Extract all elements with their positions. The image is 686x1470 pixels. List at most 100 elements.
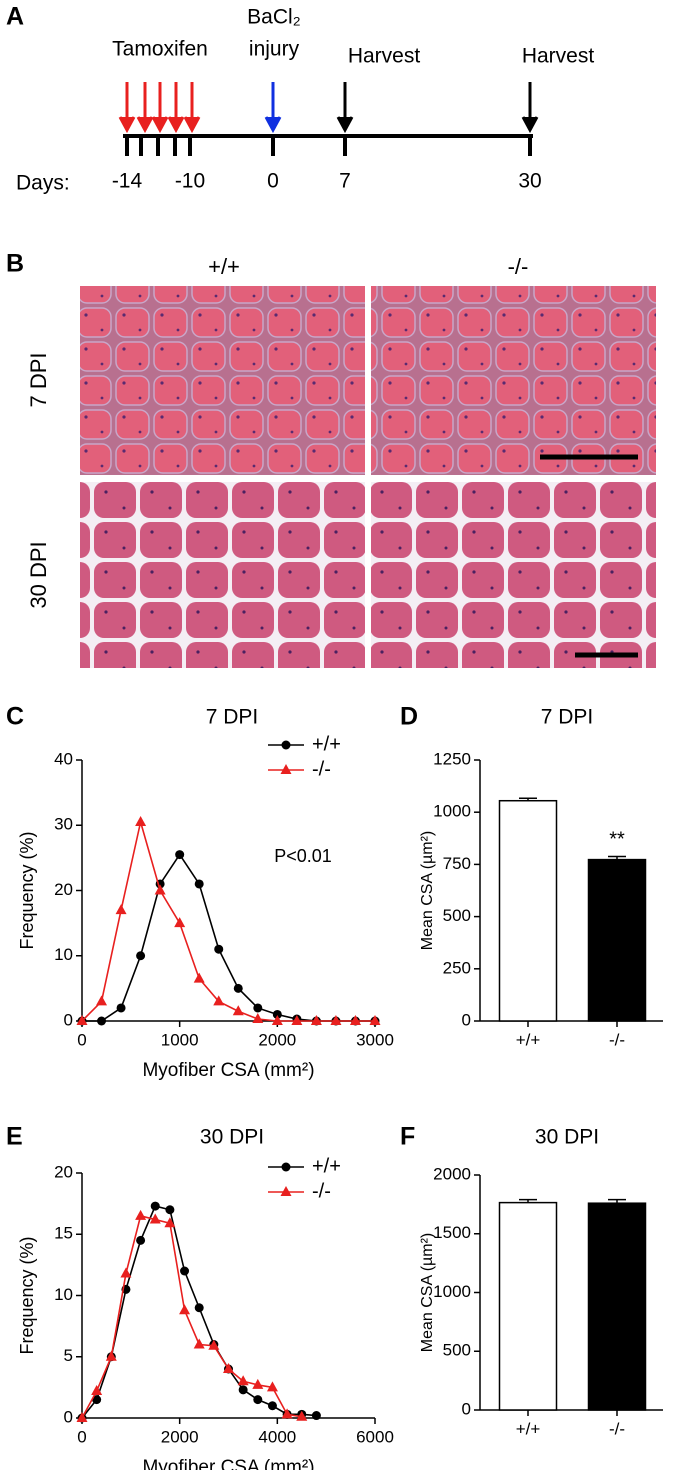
y-tick-label: 250 bbox=[443, 958, 471, 977]
y-tick-label: 0 bbox=[462, 1399, 471, 1418]
data-point bbox=[164, 1217, 176, 1228]
y-tick-label: 20 bbox=[54, 1162, 73, 1181]
data-point bbox=[135, 1209, 147, 1220]
micrograph bbox=[371, 482, 656, 668]
x-tick-label: 2000 bbox=[258, 1030, 296, 1049]
event-label: Harvest bbox=[522, 45, 595, 68]
data-point bbox=[213, 995, 225, 1006]
y-tick-label: 0 bbox=[462, 1010, 471, 1029]
data-point bbox=[116, 1003, 126, 1013]
data-point bbox=[296, 1410, 308, 1421]
event-label: Harvest bbox=[348, 45, 421, 68]
row-label: 30 DPI bbox=[26, 541, 51, 608]
event-label: BaCl₂ bbox=[247, 6, 301, 29]
data-point bbox=[233, 983, 243, 993]
data-point bbox=[311, 1411, 321, 1421]
y-tick-label: 500 bbox=[443, 1341, 471, 1360]
bar bbox=[587, 858, 647, 1022]
day-label: 7 bbox=[339, 170, 351, 193]
bar bbox=[498, 799, 558, 1022]
data-point bbox=[272, 1009, 282, 1019]
y-tick-label: 0 bbox=[64, 1407, 73, 1426]
data-point bbox=[194, 879, 204, 889]
data-point bbox=[165, 1205, 175, 1215]
x-tick-label: 0 bbox=[77, 1427, 86, 1446]
column-label: +/+ bbox=[208, 254, 240, 279]
y-axis-label: Frequency (%) bbox=[17, 1236, 37, 1354]
y-tick-label: 500 bbox=[443, 906, 471, 925]
x-tick-label: +/+ bbox=[516, 1030, 541, 1049]
data-point bbox=[330, 1015, 342, 1025]
data-point bbox=[349, 1015, 361, 1025]
x-tick-label: 2000 bbox=[161, 1427, 199, 1446]
data-point bbox=[237, 1375, 249, 1386]
x-tick-label: -/- bbox=[609, 1419, 625, 1438]
y-tick-label: 750 bbox=[443, 854, 471, 873]
data-point bbox=[120, 1267, 132, 1278]
data-point bbox=[252, 1378, 264, 1389]
data-point bbox=[193, 972, 205, 983]
chart-title: 7 DPI bbox=[541, 706, 594, 729]
x-tick-label: 0 bbox=[77, 1030, 86, 1049]
chart-title: 30 DPI bbox=[535, 1126, 599, 1149]
y-tick-label: 1000 bbox=[433, 802, 471, 821]
data-point bbox=[267, 1401, 277, 1411]
micrograph bbox=[80, 286, 365, 475]
data-point bbox=[253, 1395, 263, 1405]
annotation: ** bbox=[609, 829, 625, 851]
bar bbox=[498, 1201, 558, 1411]
data-point bbox=[174, 917, 186, 928]
series-line bbox=[82, 853, 375, 1022]
data-point bbox=[271, 1015, 283, 1025]
legend-marker bbox=[281, 1162, 291, 1172]
data-point bbox=[154, 884, 166, 895]
data-point bbox=[193, 1338, 205, 1349]
y-tick-label: 0 bbox=[64, 1010, 73, 1029]
data-point bbox=[136, 1235, 146, 1245]
day-label: 0 bbox=[267, 170, 279, 193]
day-label: 30 bbox=[518, 170, 541, 193]
data-point bbox=[369, 1015, 381, 1025]
micrograph bbox=[80, 482, 365, 668]
y-tick-label: 1500 bbox=[433, 1223, 471, 1242]
data-point bbox=[223, 1363, 234, 1373]
panel-label: B bbox=[6, 250, 24, 278]
arrows bbox=[118, 82, 539, 134]
y-tick-label: 10 bbox=[54, 1285, 73, 1304]
micrograph bbox=[371, 286, 656, 475]
histology: +/+ -/- 7 DPI 30 DPI bbox=[26, 254, 656, 668]
y-tick-label: 5 bbox=[64, 1346, 73, 1365]
x-tick-label: 1000 bbox=[161, 1030, 199, 1049]
bar bbox=[587, 1202, 647, 1411]
data-point bbox=[179, 1304, 191, 1315]
panel-label: A bbox=[6, 3, 24, 31]
data-point bbox=[232, 1005, 244, 1016]
day-label: -10 bbox=[175, 170, 205, 193]
data-point bbox=[194, 1303, 204, 1313]
data-point bbox=[238, 1385, 248, 1395]
legend-marker bbox=[280, 1186, 292, 1196]
y-tick-label: 1250 bbox=[433, 749, 471, 768]
annotation: P<0.01 bbox=[274, 846, 332, 866]
legend-label: -/- bbox=[312, 758, 331, 780]
legend-marker bbox=[280, 764, 292, 774]
data-point bbox=[97, 1016, 107, 1026]
data-point bbox=[96, 995, 108, 1006]
x-tick-label: +/+ bbox=[516, 1419, 541, 1438]
data-point bbox=[208, 1339, 220, 1350]
data-point bbox=[180, 1266, 190, 1276]
event-label: injury bbox=[249, 38, 300, 61]
panel-label: C bbox=[6, 703, 24, 731]
legend-marker bbox=[281, 740, 291, 750]
legend-label: +/+ bbox=[312, 733, 341, 755]
data-point bbox=[105, 1350, 117, 1361]
data-point bbox=[92, 1395, 102, 1405]
data-point bbox=[91, 1385, 103, 1396]
data-point bbox=[150, 1201, 160, 1211]
series-line bbox=[81, 821, 375, 1022]
day-label: -14 bbox=[112, 170, 143, 193]
data-point bbox=[266, 1381, 278, 1392]
time-axis bbox=[123, 134, 533, 156]
panel-label: E bbox=[6, 1123, 23, 1151]
